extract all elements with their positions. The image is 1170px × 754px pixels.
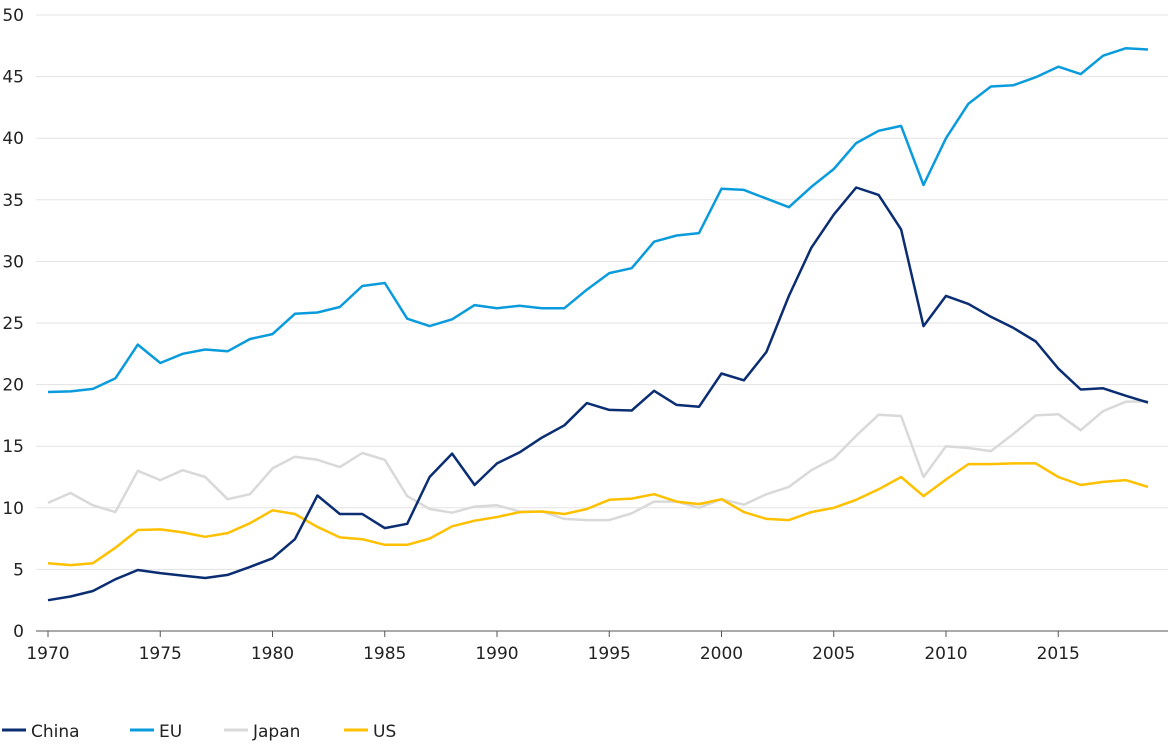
x-axis: 1970 1975 1980 1985 1990 1995 2000 2005 2010 2015: [26, 631, 1080, 664]
y-tick-label: 20: [2, 376, 24, 396]
legend-item-eu: EU: [130, 722, 182, 742]
x-tick-label: 1975: [139, 644, 182, 664]
x-tick-label: 1985: [363, 644, 406, 664]
x-tick-label: 1970: [26, 644, 69, 664]
y-tick-label: 30: [2, 252, 24, 272]
x-tick-label: 2000: [700, 644, 743, 664]
y-tick-label: 15: [2, 437, 24, 457]
x-tick-label: 1990: [475, 644, 518, 664]
series-line-japan: [47, 399, 1149, 522]
y-tick-label: 35: [2, 191, 24, 211]
y-tick-label: 0: [13, 622, 24, 642]
series-line-eu: [47, 47, 1149, 394]
series-lines: [47, 47, 1149, 602]
x-tick-label: 2010: [924, 644, 967, 664]
y-axis: 0 5 10 15 20 25 30 35 40 45 50: [2, 6, 24, 642]
legend-item-japan: Japan: [224, 722, 300, 742]
series-line-china: [47, 186, 1149, 602]
legend-label: EU: [159, 722, 182, 742]
x-tick-label: 2015: [1037, 644, 1080, 664]
legend-item-us: US: [344, 722, 396, 742]
y-tick-label: 50: [2, 6, 24, 26]
legend-label: China: [31, 722, 80, 742]
y-tick-label: 45: [2, 68, 24, 88]
legend-label: US: [373, 722, 396, 742]
legend-label: Japan: [252, 722, 300, 742]
x-tick-label: 1995: [588, 644, 631, 664]
y-tick-label: 25: [2, 314, 24, 334]
y-tick-label: 10: [2, 499, 24, 519]
series-line-us: [47, 462, 1149, 567]
y-tick-label: 40: [2, 129, 24, 149]
gridlines: [36, 14, 1168, 632]
legend: China EU Japan US: [2, 722, 396, 742]
y-tick-label: 5: [13, 560, 24, 580]
x-tick-label: 1980: [251, 644, 294, 664]
legend-item-china: China: [2, 722, 80, 742]
x-tick-label: 2005: [812, 644, 855, 664]
